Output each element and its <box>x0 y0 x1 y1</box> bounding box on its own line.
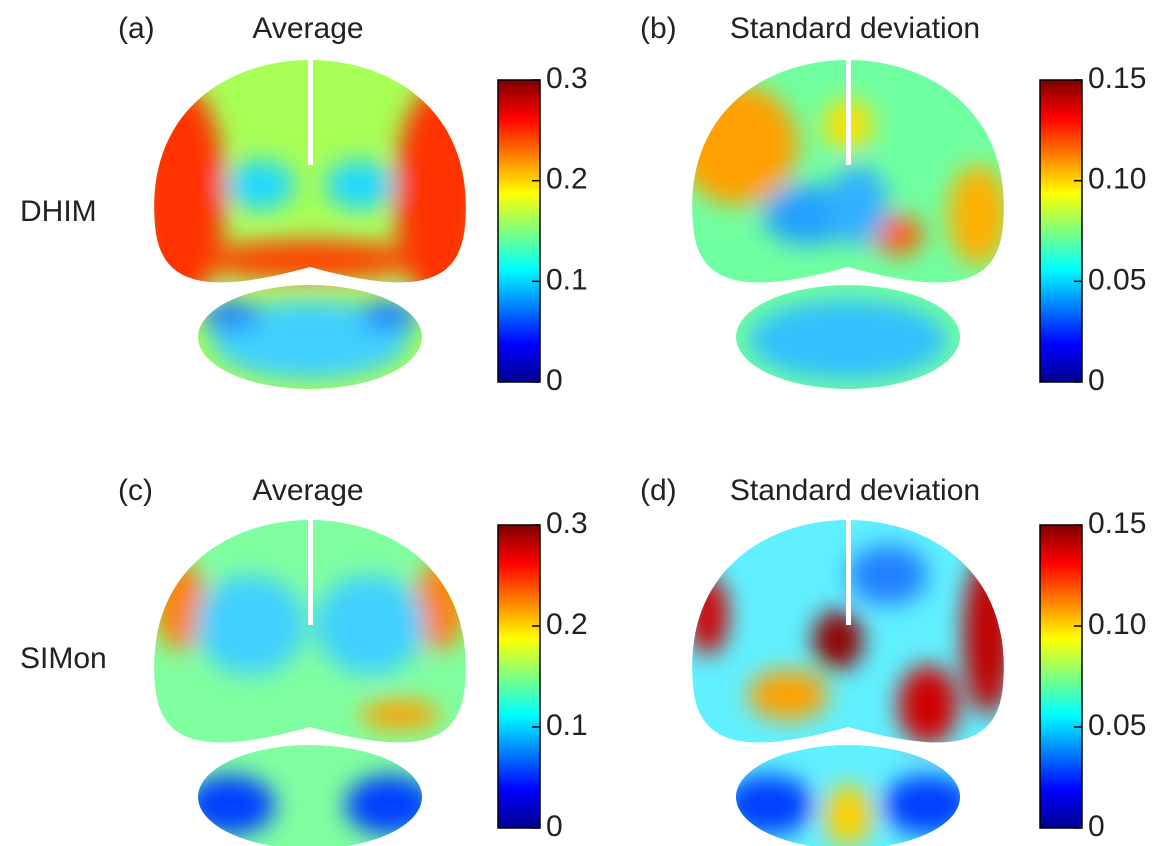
brain-region <box>135 85 225 305</box>
colorbar <box>1040 80 1082 382</box>
figure: DHIM SIMon (a) Average 0 0.1 0.2 0.3 (b) Standa… <box>0 0 1176 846</box>
colorbar-tick-label: 0.05 <box>1088 263 1146 296</box>
brain-region <box>813 610 863 670</box>
colorbar-tick-label: 0 <box>1088 810 1105 843</box>
brain-region <box>325 160 395 210</box>
brain-region <box>360 300 420 330</box>
brain-region <box>185 775 275 835</box>
brain-region <box>200 300 260 330</box>
brain-fill <box>678 55 1008 395</box>
panel-title: Standard deviation <box>730 12 980 45</box>
colorbar-tick-label: 0.10 <box>1088 608 1146 641</box>
brain-region <box>748 300 948 380</box>
brain-region <box>723 775 813 835</box>
panel-label: (d) <box>640 474 677 507</box>
brain-region <box>828 165 888 245</box>
brain-region <box>883 775 973 835</box>
brain-region <box>345 775 435 835</box>
colorbar <box>498 80 540 382</box>
panel-label: (a) <box>118 12 155 45</box>
brain-region <box>200 240 420 280</box>
brain-region <box>395 85 485 305</box>
colorbar-tick-label: 0.1 <box>546 709 588 742</box>
panel-title: Average <box>252 12 363 45</box>
brain-region <box>360 700 440 730</box>
colorbar <box>498 525 540 828</box>
panel-label: (c) <box>118 474 153 507</box>
colorbar-tick-label: 0 <box>1088 364 1105 397</box>
brain-region <box>898 665 958 745</box>
brain-region <box>315 575 425 675</box>
colorbar-tick-label: 0.3 <box>546 507 588 540</box>
page: DHIM SIMon (a) Average 0 0.1 0.2 0.3 (b) Standa… <box>0 0 1176 846</box>
brain-region <box>688 575 728 655</box>
row-label: SIMon <box>20 642 107 675</box>
brain-map <box>688 515 1013 846</box>
panel-title: Average <box>252 474 363 507</box>
midline <box>846 55 851 165</box>
brain-region <box>678 85 798 205</box>
colorbar-tick-label: 0.05 <box>1088 709 1146 742</box>
brain-map <box>678 55 1008 395</box>
brain-region <box>963 555 1013 715</box>
colorbar-tick-label: 0.15 <box>1088 507 1146 540</box>
brain-region <box>848 545 928 605</box>
colorbar-tick-label: 0.2 <box>546 163 588 196</box>
colorbar-tick-label: 0.10 <box>1088 163 1146 196</box>
colorbar <box>1040 525 1082 828</box>
colorbar-tick-label: 0.1 <box>546 263 588 296</box>
colorbar-tick-label: 0.15 <box>1088 62 1146 95</box>
colorbar-tick-label: 0 <box>546 364 563 397</box>
brain-region <box>195 575 305 675</box>
midline <box>308 515 313 625</box>
brain-region <box>225 160 295 210</box>
brain-map <box>150 515 470 846</box>
midline <box>846 515 851 625</box>
colorbar-tick-label: 0 <box>546 810 563 843</box>
midline <box>308 55 313 165</box>
panel-label: (b) <box>640 12 677 45</box>
brain-region <box>823 785 873 845</box>
brain-region <box>748 670 828 720</box>
brain-map <box>135 55 485 395</box>
brain-region <box>948 165 1008 265</box>
colorbar-tick-label: 0.2 <box>546 608 588 641</box>
row-label: DHIM <box>20 195 97 228</box>
colorbar-tick-label: 0.3 <box>546 62 588 95</box>
panel-title: Standard deviation <box>730 474 980 507</box>
